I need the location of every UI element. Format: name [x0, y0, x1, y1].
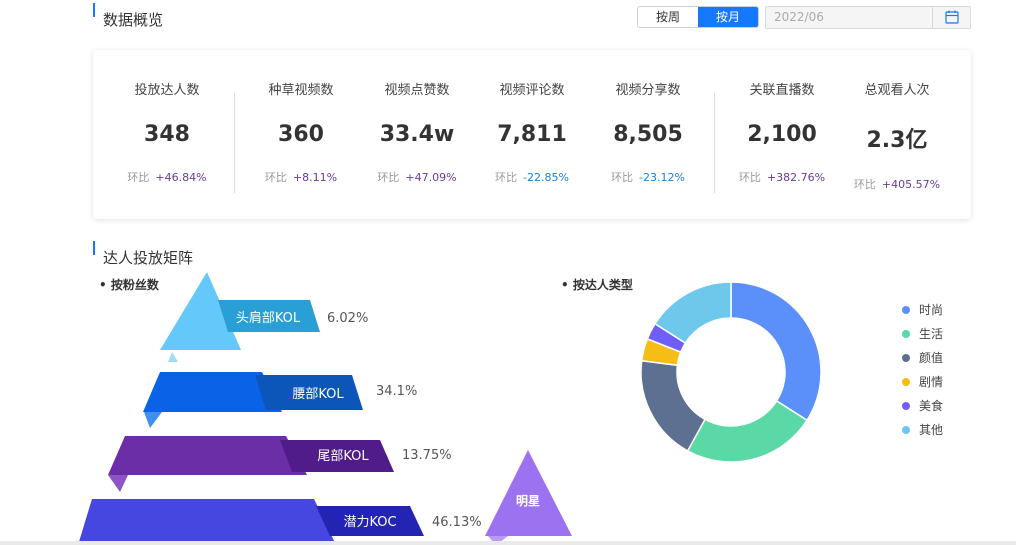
legend-dot-1[interactable]: [902, 330, 910, 338]
pyramid-tier-head[interactable]: 头肩部KOL 6.02%: [160, 272, 368, 362]
compare-label: 环比: [738, 171, 761, 184]
metric-label: 视频评论数: [499, 83, 565, 98]
tier-percent: 6.02%: [327, 311, 368, 326]
compare-label: 环比: [495, 171, 518, 184]
legend-dot-5[interactable]: [902, 426, 910, 434]
donut-slice-0[interactable]: [730, 281, 822, 422]
metric-value: 8,505: [613, 122, 683, 147]
star-label: 明星: [516, 494, 540, 508]
tier-percent: 13.75%: [402, 448, 452, 463]
compare-label: 环比: [853, 178, 876, 191]
metric-change: +405.57%: [881, 178, 941, 191]
overview-card: 投放达人数 348 环比 +46.84% 种草视频数 360 环比 +8.11% 视…: [93, 50, 971, 219]
donut-slice-5[interactable]: [653, 281, 732, 345]
metric-seeding-videos: 种草视频数 360 环比 +8.11%: [243, 50, 359, 185]
tier-label: 潜力KOC: [343, 515, 396, 530]
tier-label: 腰部KOL: [292, 387, 344, 402]
metric-label: 种草视频数: [268, 83, 334, 98]
star-shape: [485, 450, 572, 536]
overview-title: 数据概览: [93, 3, 163, 30]
month-picker-value: 2022/06: [774, 10, 824, 24]
donut-slice-1[interactable]: [686, 399, 809, 463]
tier-tag: [255, 375, 363, 410]
metric-video-likes: 视频点赞数 33.4w 环比 +47.09%: [359, 50, 475, 185]
month-picker[interactable]: 2022/06: [765, 6, 971, 29]
metric-video-shares: 视频分享数 8,505 环比 -23.12%: [590, 50, 706, 185]
legend-label-2[interactable]: 颜值: [919, 350, 943, 365]
pyramid-tier-waist[interactable]: 腰部KOL 34.1%: [143, 372, 417, 428]
metric-label: 投放达人数: [134, 83, 200, 98]
by-type-subtitle: • 按达人类型: [561, 278, 633, 292]
fans-pyramid: 头肩部KOL 6.02% 腰部KOL 34.1% 尾部KOL 13.75% 潜力…: [78, 272, 572, 545]
tier-shape: [78, 499, 336, 545]
metric-label: 关联直播数: [749, 83, 815, 98]
metric-live-streams: 关联直播数 2,100 环比 +382.76%: [724, 50, 840, 185]
metric-change: +382.76%: [766, 171, 826, 184]
legend-label-4[interactable]: 美食: [919, 398, 943, 413]
metric-value: 348: [144, 122, 190, 147]
legend-label-3[interactable]: 剧情: [919, 375, 943, 389]
tier-fold: [168, 352, 178, 362]
legend-dot-4[interactable]: [902, 402, 910, 410]
pyramid-tier-tail[interactable]: 尾部KOL 13.75%: [108, 436, 452, 492]
compare-label: 环比: [611, 171, 634, 184]
metric-total-views: 总观看人次 2.3亿 环比 +405.57%: [839, 50, 955, 192]
metric-divider: [234, 93, 235, 193]
metric-value: 33.4w: [379, 122, 455, 147]
by-fans-label: 按粉丝数: [110, 278, 159, 292]
compare-label: 环比: [127, 171, 150, 184]
donut-slice-2[interactable]: [640, 359, 707, 452]
metric-change: +46.84%: [155, 171, 207, 184]
legend-label-0[interactable]: 时尚: [919, 303, 943, 317]
matrix-title: 达人投放矩阵: [93, 241, 193, 268]
star-fold: [488, 536, 508, 545]
week-toggle-button[interactable]: 按周: [655, 10, 680, 24]
legend-dot-3[interactable]: [902, 378, 910, 386]
metric-value: 7,811: [497, 122, 567, 147]
legend-dot-2[interactable]: [902, 354, 910, 362]
by-fans-subtitle: • 按粉丝数: [99, 278, 159, 292]
metric-change: -23.12%: [639, 171, 685, 184]
tier-shape: [108, 436, 307, 475]
tier-fold: [144, 412, 162, 428]
metric-label: 视频点赞数: [384, 83, 450, 98]
metric-change: +47.09%: [405, 171, 457, 184]
legend-label-1[interactable]: 生活: [919, 327, 943, 341]
tier-percent: 46.13%: [432, 515, 482, 530]
by-type-label: 按达人类型: [572, 278, 633, 292]
tier-percent: 34.1%: [376, 384, 417, 399]
legend-dot-0[interactable]: [902, 306, 910, 314]
compare-label: 环比: [264, 171, 287, 184]
legend-label-5[interactable]: 其他: [919, 423, 943, 437]
tier-label: 尾部KOL: [317, 449, 369, 464]
metric-label: 总观看人次: [864, 83, 930, 98]
metric-label: 视频分享数: [615, 83, 681, 98]
metric-change: -22.85%: [523, 171, 569, 184]
tier-fold: [108, 475, 128, 492]
tier-label: 头肩部KOL: [236, 310, 301, 326]
metric-change: +8.11%: [292, 171, 338, 184]
pyramid-tier-potential[interactable]: 潜力KOC 46.13%: [78, 499, 482, 545]
tier-shape: [160, 272, 241, 350]
metric-value: 2.3亿: [866, 128, 928, 153]
tier-tag: [280, 440, 394, 472]
metric-value: 2,100: [747, 122, 817, 147]
tier-shape: [143, 372, 282, 412]
metric-divider: [714, 93, 715, 193]
tier-tag: [218, 300, 320, 332]
metric-video-comments: 视频评论数 7,811 环比 -22.85%: [474, 50, 590, 185]
metric-value: 360: [278, 122, 324, 147]
tier-tag: [316, 506, 424, 536]
compare-label: 环比: [377, 171, 400, 184]
bottom-divider: [0, 541, 1016, 545]
calendar-icon[interactable]: [932, 7, 970, 28]
period-toggle: 按周 按月: [637, 6, 759, 28]
pyramid-star[interactable]: 明星: [485, 450, 572, 545]
metric-kol-count: 投放达人数 348 环比 +46.84%: [109, 50, 225, 185]
month-toggle-button[interactable]: 按月: [698, 7, 758, 27]
